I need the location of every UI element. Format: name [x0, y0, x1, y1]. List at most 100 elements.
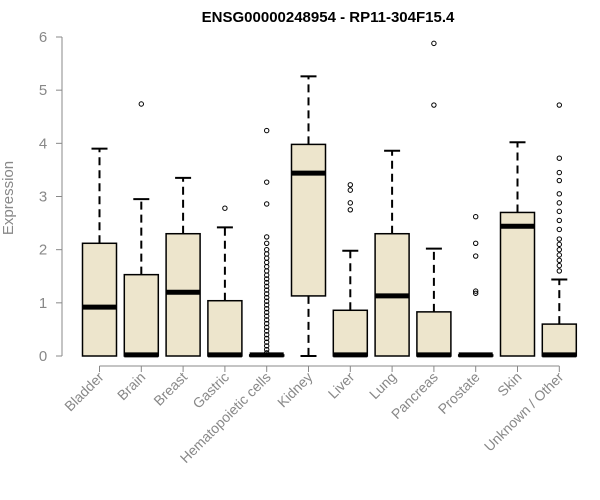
box-kidney [290, 75, 327, 357]
x-tick-label: Skin [494, 369, 525, 400]
outlier-point [347, 182, 353, 188]
outlier-point [264, 240, 270, 246]
outlier-point [264, 255, 270, 261]
outlier-point [473, 240, 479, 246]
y-tick-label: 3 [39, 189, 47, 206]
outlier-point [264, 298, 270, 304]
outlier-point [347, 187, 353, 193]
outlier-point [264, 234, 270, 240]
outlier-point [264, 179, 270, 185]
box-body [416, 311, 452, 357]
outlier-point [556, 217, 562, 224]
outlier-point [264, 263, 270, 270]
box-unknown-other [541, 102, 578, 358]
box-body [290, 143, 327, 297]
outlier-point [556, 257, 562, 263]
box-breast [165, 176, 201, 357]
chart-title: ENSG00000248954 - RP11-304F15.4 [202, 9, 455, 26]
outlier-point [264, 328, 270, 334]
box-body [81, 242, 118, 357]
outlier-point [556, 169, 562, 176]
box-body [207, 299, 243, 357]
outlier-point [264, 272, 270, 278]
box-pancreas [416, 40, 452, 358]
outlier-point [264, 350, 270, 356]
outlier-point [556, 155, 562, 161]
box-body [332, 309, 369, 357]
outlier-point [264, 302, 270, 308]
outlier-point [264, 287, 270, 293]
y-tick-label: 5 [39, 82, 47, 99]
outlier-point [556, 208, 562, 215]
box-body [165, 232, 201, 357]
outlier-point [556, 236, 562, 242]
outlier-point [264, 251, 270, 257]
outlier-point [473, 253, 479, 259]
outlier-point [473, 214, 479, 220]
y-axis: 0 1 2 3 4 5 6 [39, 29, 63, 365]
x-tick-label: Liver [325, 369, 358, 402]
outlier-point [264, 343, 270, 349]
outlier-point [222, 205, 228, 211]
outlier-point [264, 332, 270, 338]
outlier-point [264, 317, 270, 323]
box-body [541, 323, 578, 357]
outlier-point [556, 241, 562, 248]
outlier-point [556, 200, 562, 206]
outlier-point [264, 291, 270, 297]
y-tick-label: 4 [39, 135, 47, 152]
box-body [499, 211, 536, 357]
outlier-point [473, 288, 479, 294]
outlier-point [138, 101, 145, 107]
x-tick-label: Unknown / Other [481, 369, 567, 455]
outlier-point [473, 290, 479, 296]
y-tick-label: 0 [39, 348, 47, 365]
outlier-point [431, 40, 437, 47]
box-skin [499, 141, 536, 357]
outlier-point [556, 226, 562, 233]
outlier-point [556, 252, 562, 258]
x-tick-label: Bladder [61, 369, 107, 415]
outlier-point [264, 127, 270, 134]
outlier-point [556, 177, 562, 184]
x-tick-label: Prostate [435, 369, 483, 417]
box-liver [332, 182, 369, 358]
outlier-point [264, 324, 270, 330]
y-tick-label: 2 [39, 242, 47, 259]
x-tick-label: Kidney [274, 369, 316, 411]
outlier-point [264, 201, 270, 207]
box-hematopoietic-cells [248, 127, 285, 358]
outlier-point [264, 276, 270, 282]
outlier-point [556, 102, 562, 108]
outlier-point [264, 346, 270, 353]
outlier-point [264, 313, 270, 319]
plot-area [81, 40, 578, 358]
outlier-point [431, 102, 437, 108]
y-axis-label: Expression [0, 161, 17, 235]
outlier-point [347, 207, 353, 213]
x-tick-label: Brain [114, 369, 148, 403]
outlier-point [264, 246, 270, 253]
outlier-point [264, 294, 270, 301]
outlier-point [556, 268, 562, 274]
outlier-point [264, 320, 270, 327]
outlier-point [264, 259, 270, 266]
outlier-point [264, 305, 270, 312]
outlier-point [556, 262, 562, 269]
outlier-point [264, 339, 270, 345]
outlier-point [556, 246, 562, 253]
box-prostate [457, 214, 494, 358]
outlier-point [556, 191, 562, 197]
outlier-point [264, 279, 270, 286]
box-body [123, 273, 160, 357]
outlier-point [264, 309, 270, 316]
box-gastric [207, 205, 243, 358]
box-brain [123, 101, 160, 358]
outlier-point [347, 200, 353, 206]
box-bladder [81, 147, 118, 357]
outlier-point [264, 283, 270, 290]
y-tick-label: 1 [39, 295, 47, 312]
y-tick-label: 6 [39, 29, 47, 46]
x-tick-label: Lung [366, 369, 399, 402]
